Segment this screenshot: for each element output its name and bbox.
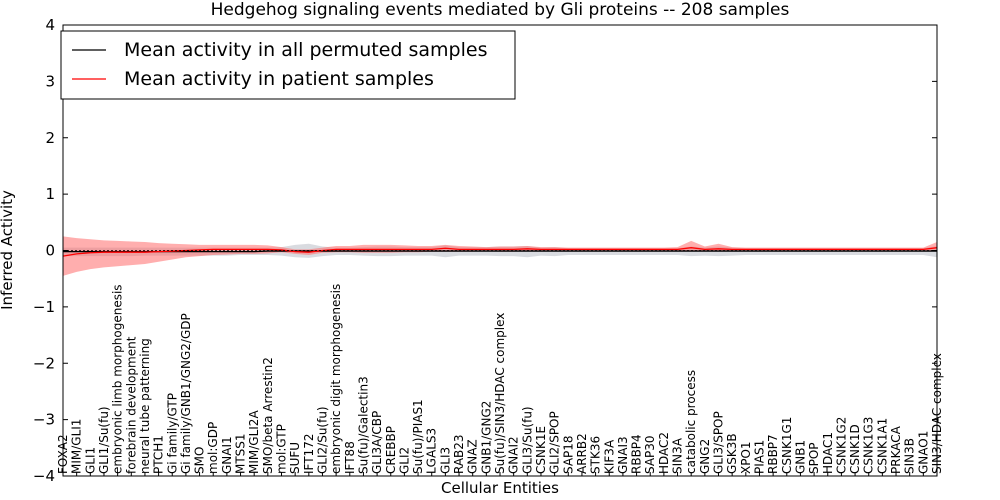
y-axis-label: Inferred Activity xyxy=(0,190,16,310)
legend-box xyxy=(60,30,516,100)
legend-label-patient: Mean activity in patient samples xyxy=(124,68,434,90)
x-tick-label: SUFU xyxy=(288,442,302,474)
x-tick-label: KIF3A xyxy=(602,439,616,474)
x-tick-label: GNB1/GNG2 xyxy=(479,401,493,474)
x-tick-label: catabolic process xyxy=(684,370,698,474)
x-tick-label: HDAC2 xyxy=(657,432,671,474)
line-permuted xyxy=(63,250,937,253)
x-tick-label: GNAZ xyxy=(466,439,480,474)
series-lines xyxy=(62,247,938,257)
x-tick-label: XPO1 xyxy=(739,441,753,474)
x-tick-label: RBBP4 xyxy=(630,434,644,474)
x-tick-label: SAP18 xyxy=(561,435,575,474)
y-tick-label: −2 xyxy=(33,354,55,372)
x-tick-label: SIN3B xyxy=(903,438,917,474)
x-tick-label: GNAI1 xyxy=(220,436,234,474)
x-tick-label: MTSS1 xyxy=(234,433,248,474)
x-tick-label: mol:GDP xyxy=(206,422,220,474)
x-tick-label: LGALS3 xyxy=(425,428,439,474)
x-tick-label: SMO xyxy=(193,447,207,474)
chart-title: Hedgehog signaling events mediated by Gl… xyxy=(211,0,790,20)
x-tick-label: GLI1 xyxy=(83,447,97,474)
x-tick-label: PRKACA xyxy=(889,425,903,474)
x-tick-label: Su(fu)/Galectin3 xyxy=(356,376,370,474)
x-axis-ticks: FOXA2 MIM/GLI1 GLI1 GLI1/Su(fu) embryonic li… xyxy=(56,284,944,476)
y-tick-label: 4 xyxy=(45,16,55,34)
x-tick-label: forebrain development xyxy=(124,336,138,474)
x-tick-label: CREBBP xyxy=(384,426,398,474)
x-tick-label: Gi family/GNB1/GNG2/GDP xyxy=(179,313,193,474)
y-tick-label: 3 xyxy=(45,72,55,90)
y-tick-label: 1 xyxy=(45,185,55,203)
x-tick-label: HDAC1 xyxy=(821,432,835,474)
x-tick-label: CSNK1G2 xyxy=(834,417,848,474)
y-tick-label: −4 xyxy=(33,467,55,485)
x-tick-label: GLI2 xyxy=(397,447,411,474)
x-tick-label: GNG2 xyxy=(698,439,712,474)
x-tick-label: GNAI2 xyxy=(507,436,521,474)
x-tick-label: GLI1/Su(fu) xyxy=(97,406,111,474)
x-axis-label: Cellular Entities xyxy=(441,479,559,497)
y-tick-label: −1 xyxy=(33,298,55,316)
x-tick-label: Su(fu)/PIAS1 xyxy=(411,399,425,474)
x-tick-label: GNAI3 xyxy=(616,436,630,474)
x-tick-label: SAP30 xyxy=(643,435,657,474)
y-tick-label: −3 xyxy=(33,411,55,429)
y-tick-label: 0 xyxy=(45,242,55,260)
x-tick-label: GLI3/SPOP xyxy=(712,411,726,474)
legend-label-permuted: Mean activity in all permuted samples xyxy=(124,39,487,61)
x-tick-label: GLI3 xyxy=(438,447,452,474)
x-tick-label: GSK3B xyxy=(725,433,739,474)
x-tick-label: CSNK1A1 xyxy=(875,418,889,474)
x-tick-label: RBBP7 xyxy=(766,434,780,474)
x-tick-label: GLI2/Su(fu) xyxy=(315,406,329,474)
x-tick-label: PTCH1 xyxy=(152,435,166,474)
line-patient xyxy=(62,247,938,257)
x-tick-label: GLI2/SPOP xyxy=(548,411,562,474)
x-tick-label: RAB23 xyxy=(452,434,466,474)
x-tick-label: GLI3/Su(fu) xyxy=(520,406,534,474)
x-tick-label: SIN3/HDAC complex xyxy=(930,353,944,474)
x-tick-label: Su(fu)/SIN3/HDAC complex xyxy=(493,313,507,474)
y-tick-label: 2 xyxy=(45,129,55,147)
x-tick-label: GNB1 xyxy=(793,440,807,474)
x-tick-label: STK36 xyxy=(589,436,603,474)
x-tick-label: PIAS1 xyxy=(752,440,766,474)
x-tick-label: mol:GTP xyxy=(275,424,289,474)
legend: Mean activity in all permuted samples Me… xyxy=(60,30,516,100)
x-tick-label: IFT88 xyxy=(343,441,357,474)
x-tick-label: SIN3A xyxy=(671,437,685,474)
band-patient xyxy=(63,236,937,276)
x-tick-label: embryonic digit morphogenesis xyxy=(329,284,343,474)
x-tick-label: ARRB2 xyxy=(575,433,589,474)
x-tick-label: SMO/beta Arrestin2 xyxy=(261,357,275,474)
y-axis-ticks: −4 −3 −2 −1 0 1 2 3 4 xyxy=(33,16,937,485)
x-tick-label: MIM/GLI1 xyxy=(70,419,84,474)
x-tick-label: CSNK1D xyxy=(848,424,862,474)
x-tick-label: FOXA2 xyxy=(56,434,70,474)
x-tick-label: CSNK1G3 xyxy=(862,417,876,474)
x-tick-label: neural tube patterning xyxy=(138,338,152,474)
x-tick-label: GNAO1 xyxy=(916,431,930,474)
x-tick-label: CSNK1E xyxy=(534,426,548,474)
x-tick-label: IFT172 xyxy=(302,434,316,474)
x-tick-label: MIM/GLI2A xyxy=(247,410,261,474)
x-tick-label: SPOP xyxy=(807,442,821,474)
x-tick-label: GLI3A/CBP xyxy=(370,411,384,474)
x-tick-label: Gi family/GTP xyxy=(165,393,179,474)
x-tick-label: embryonic limb morphogenesis xyxy=(111,284,125,474)
x-tick-label: CSNK1G1 xyxy=(780,417,794,474)
